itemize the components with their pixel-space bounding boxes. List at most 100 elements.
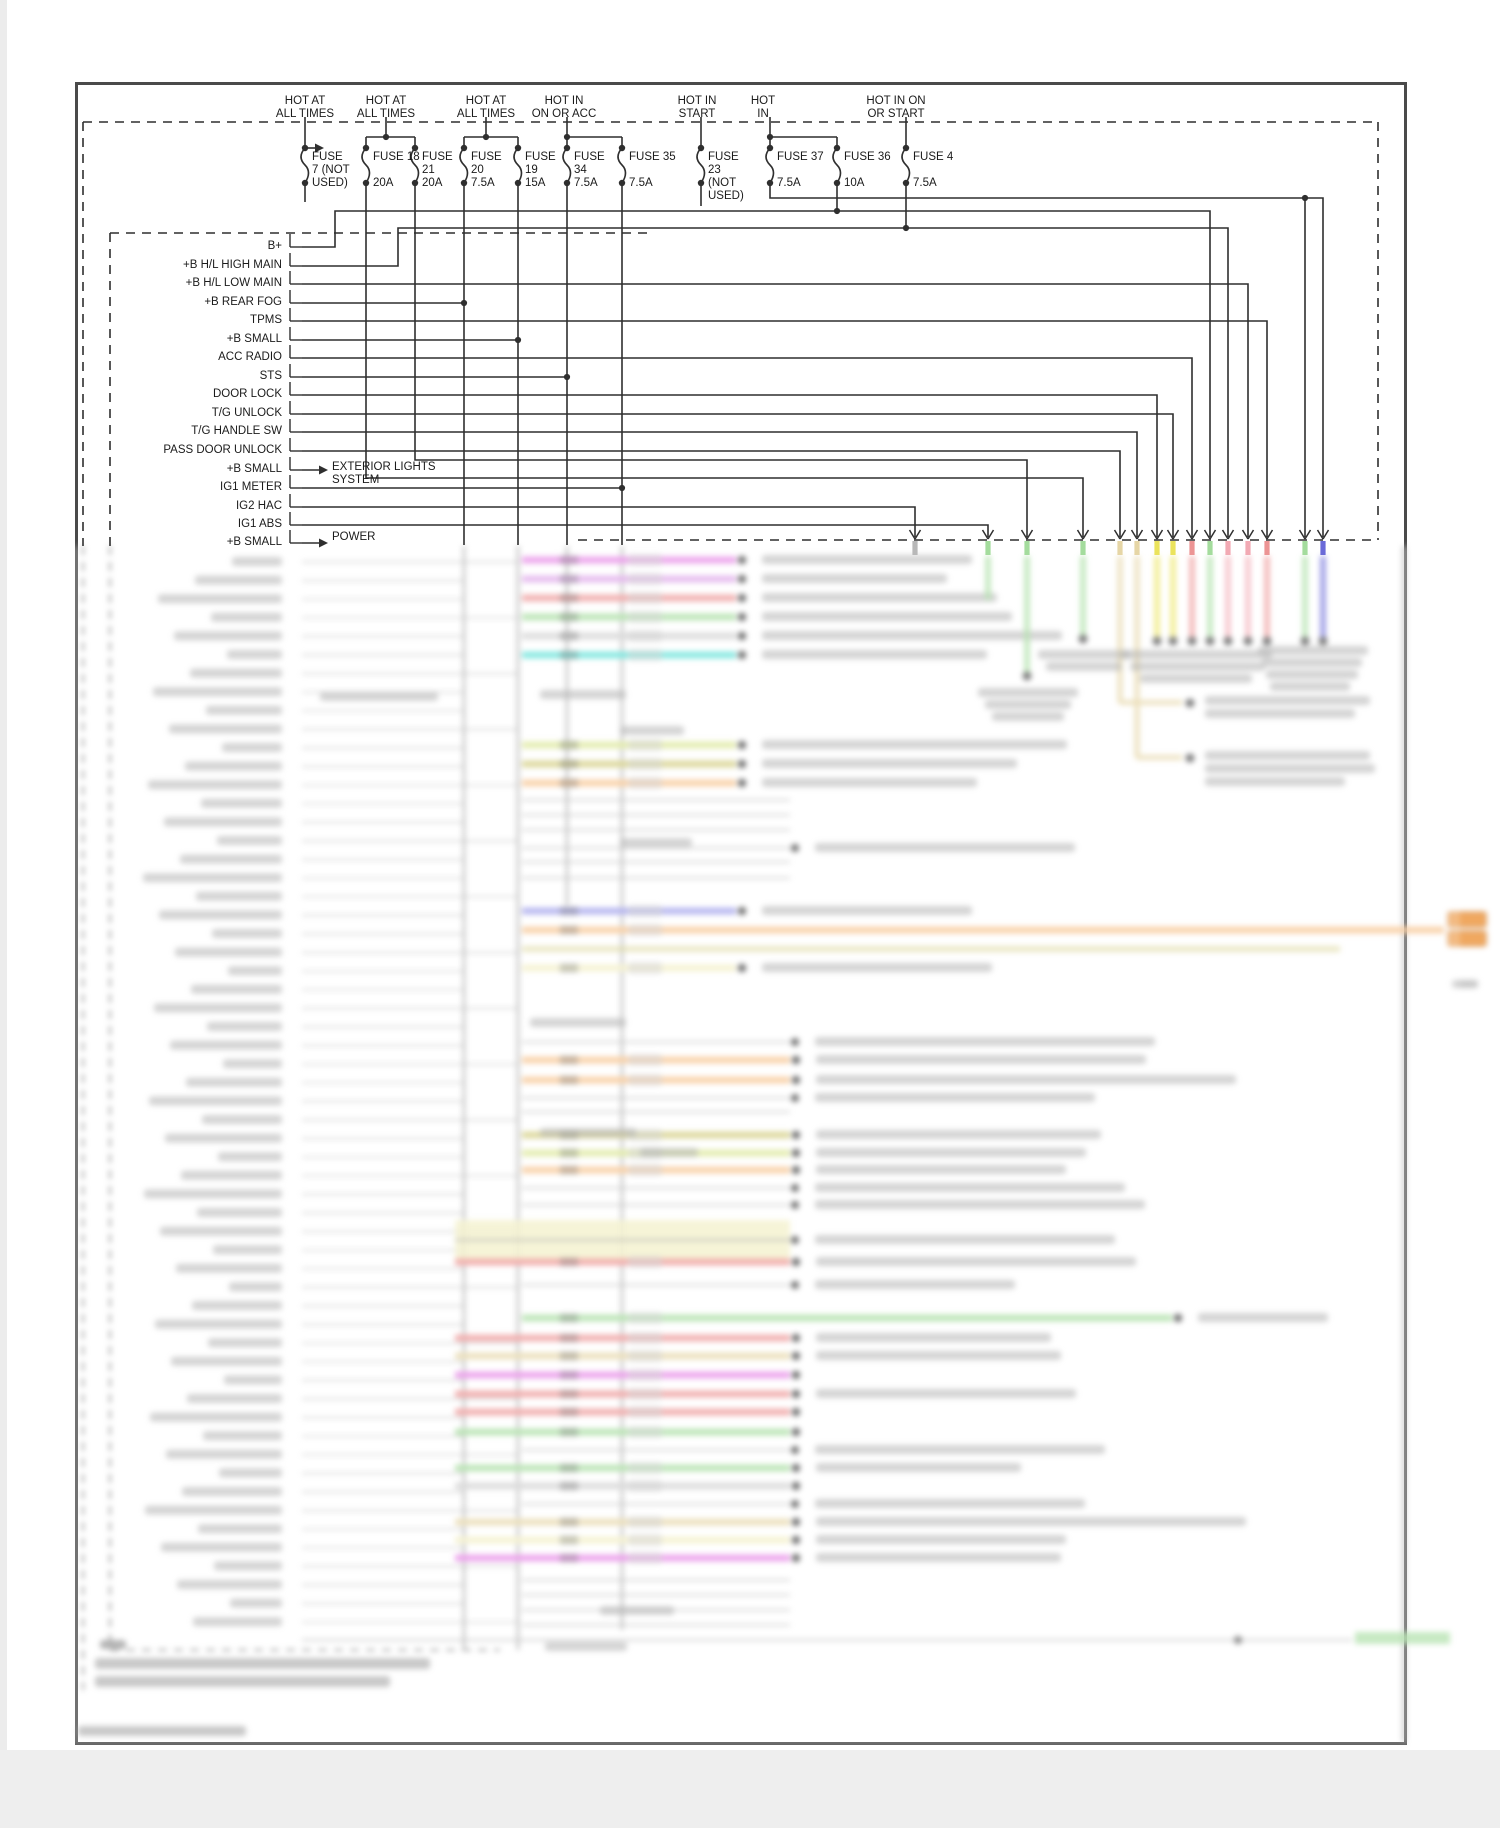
wire-band (522, 946, 1340, 952)
blurred-text (628, 739, 662, 751)
blurred-text (762, 555, 972, 564)
junction-dot (1205, 636, 1215, 646)
wire-color-stub (1302, 541, 1308, 555)
junction-dot (1185, 698, 1195, 708)
arrow-down-icon (981, 529, 989, 540)
arrow-down-icon (1076, 529, 1084, 540)
fuse-amp-label: 7.5A (913, 177, 937, 189)
fuse-symbol (696, 147, 706, 184)
blurred-text (628, 1129, 662, 1141)
pin-label: T/G HANDLE SW (191, 425, 282, 437)
fuse-name-label: FUSE 19 (525, 151, 556, 176)
wire-band (985, 556, 991, 600)
wire-end-dot (737, 759, 747, 769)
arrow-right-icon (319, 538, 328, 548)
wire-band (1189, 556, 1195, 637)
blurred-text (191, 984, 282, 994)
junction-dot (1300, 636, 1310, 646)
wire-end-dot (1173, 1313, 1183, 1323)
blurred-text (95, 1658, 430, 1669)
fuse-name-label: FUSE 37 (777, 151, 824, 163)
wire-band (1154, 556, 1160, 637)
wire-end-dot (737, 574, 747, 584)
blurred-text (181, 1170, 282, 1180)
arrow-down-icon (1227, 529, 1235, 540)
blurred-text (202, 1115, 282, 1124)
wire-end-dot (737, 906, 747, 916)
blur-wash (60, 546, 1460, 1746)
junction-dot (1223, 636, 1233, 646)
pin-bead (560, 1313, 578, 1323)
pin-bead (560, 1535, 578, 1545)
blurred-text (762, 574, 947, 583)
blurred-text (203, 1431, 282, 1441)
blurred-text (196, 891, 282, 901)
wire-end-dot (737, 612, 747, 622)
junction-dot (1185, 753, 1195, 763)
junction-dot (791, 1038, 799, 1046)
wire-end-dot (737, 740, 747, 750)
blurred-text (170, 1040, 282, 1050)
fuse-amp-label: 15A (525, 177, 546, 189)
fuse-amp-label: 7.5A (471, 177, 495, 189)
arrow-down-icon (1113, 529, 1121, 540)
arrow-down-icon (1209, 529, 1217, 540)
pin-bead (560, 1389, 578, 1399)
blurred-text (816, 1130, 1101, 1139)
junction-dot (833, 207, 841, 215)
pin-bead (560, 631, 578, 641)
fuse-amp-label: 7.5A (777, 177, 801, 189)
terminal-block (1447, 911, 1487, 928)
arrow-down-icon (1304, 529, 1312, 540)
wire-band (455, 1536, 790, 1544)
junction-dot (1318, 636, 1328, 646)
blurred-text (180, 854, 282, 864)
pin-label: IG2 HAC (235, 500, 282, 512)
wire-end-dot (791, 1427, 801, 1437)
wire-band (1302, 556, 1308, 637)
blurred-text (628, 962, 662, 974)
blurred-text (620, 838, 692, 847)
blurred-text (197, 1208, 282, 1217)
arrow-down-icon (914, 529, 922, 540)
blurred-text (193, 1617, 282, 1627)
junction-dot (902, 224, 910, 232)
pin-bead (560, 1463, 578, 1473)
blurred-text (545, 1642, 627, 1651)
blurred-text (1205, 696, 1370, 705)
fuse-amp-label: 10A (844, 177, 865, 189)
blurred-text (1262, 658, 1362, 667)
page-edge-shade (0, 0, 7, 1828)
blurred-text (1122, 650, 1272, 659)
junction-dot (1243, 636, 1253, 646)
blurred-text (150, 1412, 282, 1422)
fuse-symbol (361, 147, 371, 184)
blurred-text (1130, 662, 1265, 671)
pin-label: +B SMALL (226, 536, 282, 548)
wire-end-dot (737, 555, 747, 565)
pin-label: +B REAR FOG (204, 296, 282, 308)
blurred-text (815, 1183, 1125, 1192)
junction-dot (1187, 636, 1197, 646)
wire (302, 413, 1174, 537)
pin-label: +B SMALL (226, 333, 282, 345)
power-rail-label: HOT IN (750, 95, 776, 120)
junction-dot (791, 1184, 799, 1192)
wire (414, 183, 1028, 537)
arrow-down-icon (1260, 529, 1268, 540)
wire-color-stub (1245, 541, 1251, 555)
arrow-down-icon (1185, 529, 1193, 540)
pin-bead (560, 593, 578, 603)
blurred-text (228, 966, 282, 976)
blurred-text (177, 1580, 282, 1589)
pin-bead (560, 1351, 578, 1361)
wire-band (1120, 700, 1182, 705)
fuse-name-label: FUSE 4 (913, 151, 954, 163)
power-rail-label: HOT IN START (677, 95, 717, 120)
arrow-down-icon (1266, 529, 1274, 540)
power-rail-label: HOT IN ON OR START (866, 95, 926, 120)
arrow-down-icon (1172, 529, 1180, 540)
blurred-text (217, 836, 282, 845)
junction-dot (791, 1500, 799, 1508)
